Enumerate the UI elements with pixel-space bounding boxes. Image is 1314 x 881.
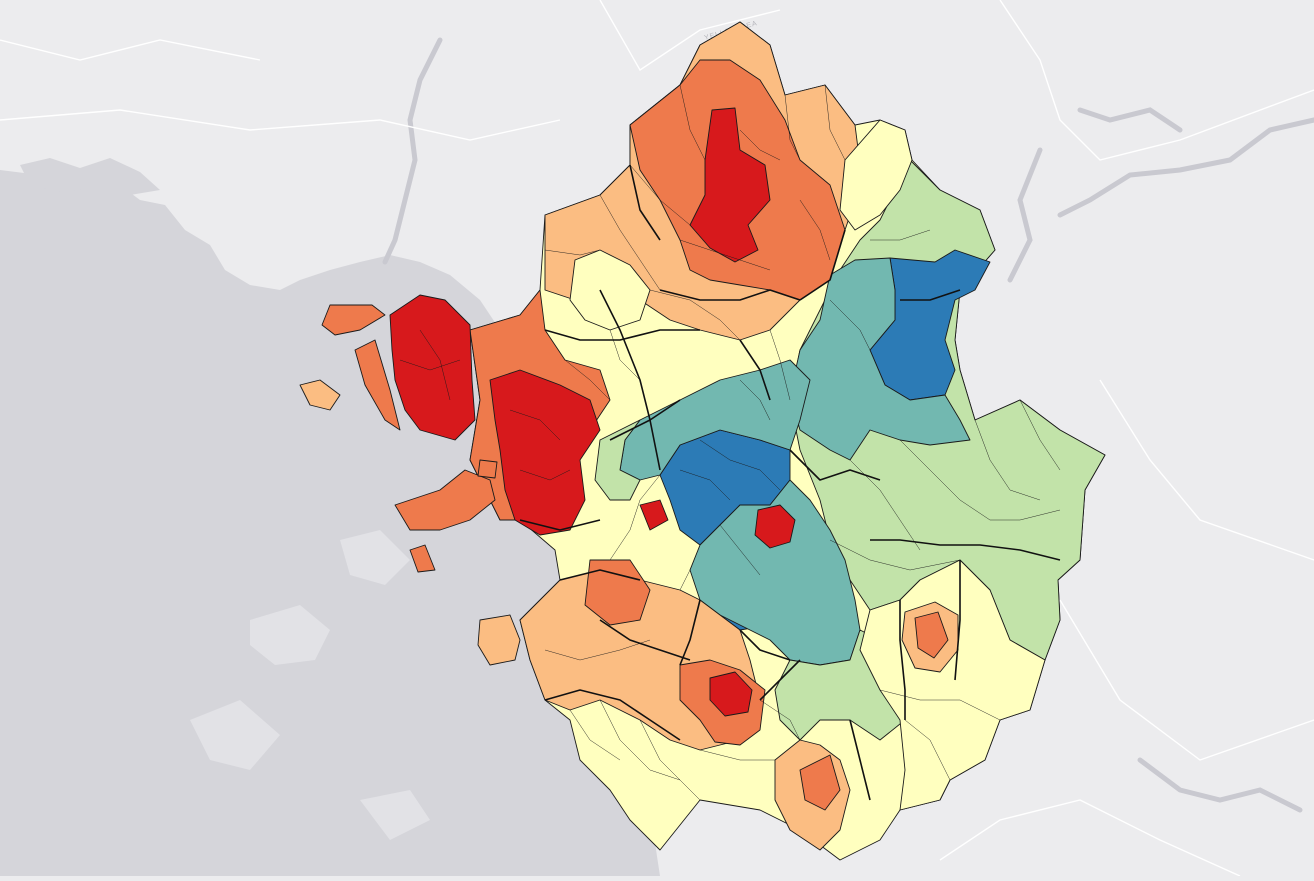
sea-inlet — [20, 158, 160, 195]
rivers — [382, 37, 1314, 813]
region-c4-northwest[interactable] — [569, 249, 651, 331]
region-c1-west[interactable] — [489, 369, 601, 536]
region-island-c2d[interactable] — [409, 544, 436, 573]
municipal-boundaries — [519, 164, 1061, 801]
region-island-c2c[interactable] — [394, 469, 496, 531]
region-island-c3[interactable] — [299, 379, 341, 411]
region-island-c1[interactable] — [389, 294, 476, 441]
region-c2-east-enclave-b[interactable] — [914, 611, 949, 659]
region-c3-southwest-coast[interactable] — [477, 614, 521, 666]
region-c1-south-centre[interactable] — [709, 671, 753, 717]
region-island-c2e[interactable] — [477, 459, 498, 479]
region-island-c2b[interactable] — [354, 339, 401, 431]
island — [250, 605, 330, 665]
region-c4-north[interactable] — [839, 119, 913, 231]
island — [190, 700, 280, 770]
region-island-c2[interactable] — [321, 304, 386, 336]
region-c1-centre2[interactable] — [639, 499, 669, 531]
district-boundaries — [399, 84, 1061, 801]
regions[interactable] — [299, 21, 1106, 861]
island — [360, 790, 430, 840]
region-c2-south[interactable] — [799, 754, 841, 811]
region-c1-centre[interactable] — [754, 504, 796, 549]
region-c2-southwest[interactable] — [584, 559, 651, 626]
island — [340, 530, 410, 585]
region-c1-north[interactable] — [689, 107, 771, 263]
